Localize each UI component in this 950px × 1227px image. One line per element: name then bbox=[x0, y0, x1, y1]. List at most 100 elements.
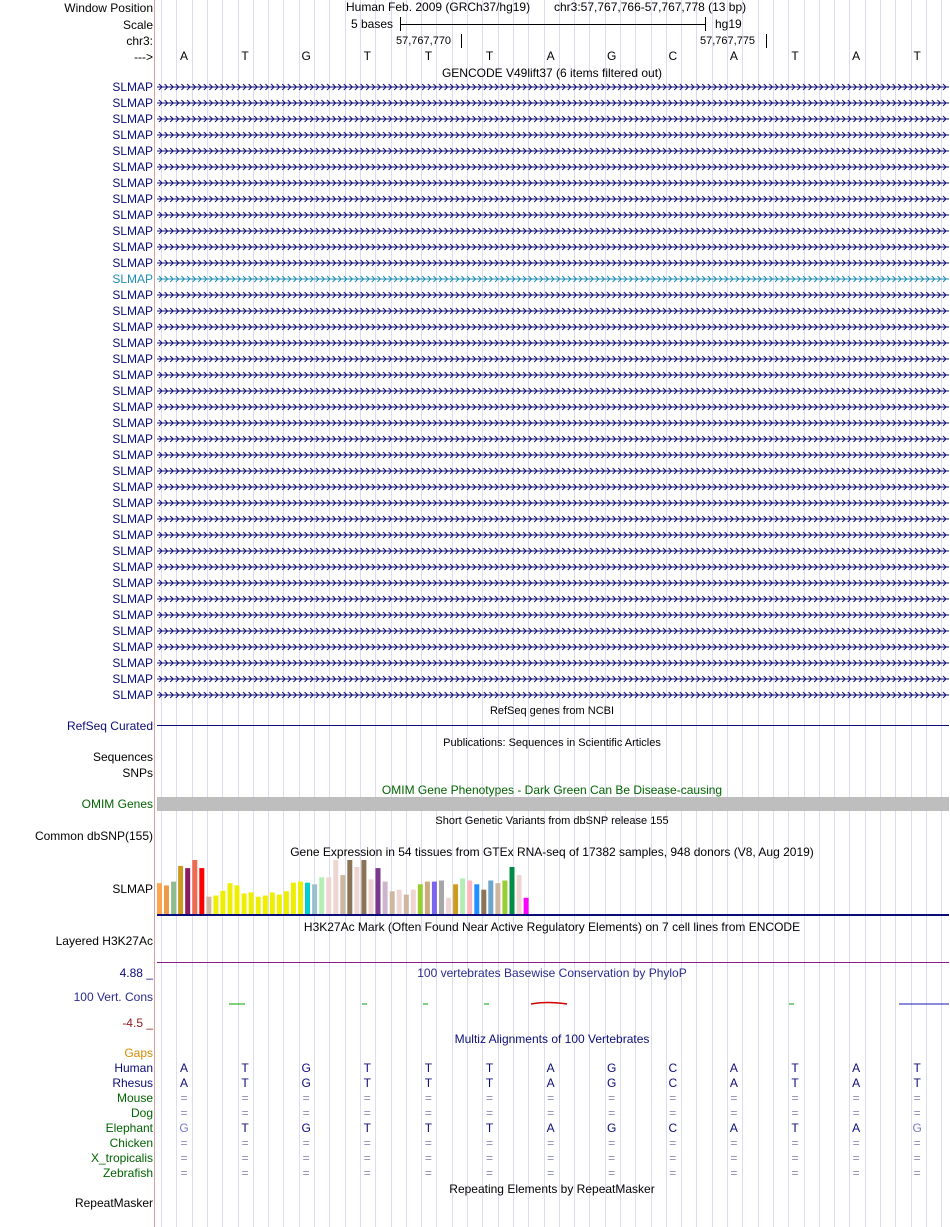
gencode-transcript[interactable] bbox=[157, 690, 949, 700]
gencode-transcript-label[interactable]: SLMAP bbox=[112, 640, 153, 654]
gencode-transcript-label[interactable]: SLMAP bbox=[112, 544, 153, 558]
gencode-transcript-label[interactable]: SLMAP bbox=[112, 608, 153, 622]
gtex-tissue-bar[interactable] bbox=[488, 880, 494, 915]
gencode-transcript-label[interactable]: SLMAP bbox=[112, 592, 153, 606]
gtex-tissue-bar[interactable] bbox=[439, 880, 444, 915]
gtex-tissue-bar[interactable] bbox=[276, 894, 282, 914]
gtex-tissue-bar[interactable] bbox=[213, 895, 219, 914]
gtex-tissue-bar[interactable] bbox=[424, 881, 430, 914]
gtex-tissue-bar[interactable] bbox=[326, 877, 332, 914]
gencode-transcript-label[interactable]: SLMAP bbox=[112, 400, 153, 414]
gencode-transcript[interactable] bbox=[157, 482, 949, 492]
publications-label-sequences[interactable]: Sequences bbox=[92, 750, 153, 764]
gencode-transcript[interactable] bbox=[157, 562, 949, 572]
gtex-tissue-bar[interactable] bbox=[523, 897, 529, 914]
repeatmasker-label[interactable]: RepeatMasker bbox=[74, 1196, 153, 1210]
gencode-transcript[interactable] bbox=[157, 370, 949, 380]
position-readout[interactable]: chr3:57,767,766-57,767,778 (13 bp) bbox=[554, 0, 747, 14]
gtex-tissue-bar[interactable] bbox=[389, 891, 395, 914]
gencode-transcript[interactable] bbox=[157, 402, 949, 412]
gencode-transcript[interactable] bbox=[157, 530, 949, 540]
species-label[interactable]: Dog bbox=[130, 1106, 153, 1120]
gtex-tissue-bar[interactable] bbox=[157, 883, 162, 914]
gencode-transcript[interactable] bbox=[157, 434, 949, 444]
gencode-transcript-label[interactable]: SLMAP bbox=[112, 304, 153, 318]
gencode-transcript-label[interactable]: SLMAP bbox=[112, 656, 153, 670]
gtex-tissue-bar[interactable] bbox=[375, 868, 381, 914]
gencode-transcript[interactable] bbox=[157, 466, 949, 476]
gencode-transcript-label[interactable]: SLMAP bbox=[112, 352, 153, 366]
gtex-tissue-bar[interactable] bbox=[178, 865, 184, 914]
gencode-transcript[interactable] bbox=[157, 418, 949, 428]
gtex-tissue-bar[interactable] bbox=[185, 868, 191, 914]
gencode-transcript[interactable] bbox=[157, 546, 949, 556]
gencode-transcript-label[interactable]: SLMAP bbox=[112, 560, 153, 574]
gencode-transcript[interactable] bbox=[157, 578, 949, 588]
species-label[interactable]: Chicken bbox=[109, 1136, 153, 1150]
gencode-transcript[interactable] bbox=[157, 82, 949, 92]
gencode-transcript[interactable] bbox=[157, 594, 949, 604]
gencode-transcript[interactable] bbox=[157, 610, 949, 620]
gtex-tissue-bar[interactable] bbox=[283, 891, 289, 914]
species-label[interactable]: X_tropicalis bbox=[90, 1151, 153, 1165]
gencode-transcript-label[interactable]: SLMAP bbox=[112, 144, 153, 158]
gencode-transcript[interactable] bbox=[157, 130, 949, 140]
gencode-transcript-label[interactable]: SLMAP bbox=[112, 272, 153, 286]
gencode-transcript[interactable] bbox=[157, 162, 949, 172]
gencode-transcript-label[interactable]: SLMAP bbox=[112, 192, 153, 206]
gtex-tissue-bar[interactable] bbox=[460, 878, 466, 914]
phylop-label[interactable]: 100 Vert. Cons bbox=[73, 990, 153, 1004]
gtex-tissue-bar[interactable] bbox=[333, 860, 339, 914]
gencode-transcript-label[interactable]: SLMAP bbox=[112, 208, 153, 222]
species-label[interactable]: Elephant bbox=[105, 1121, 153, 1135]
gencode-transcript-label[interactable]: SLMAP bbox=[112, 128, 153, 142]
gencode-transcript-label[interactable]: SLMAP bbox=[112, 432, 153, 446]
gencode-transcript[interactable] bbox=[157, 178, 949, 188]
phylop-signal[interactable] bbox=[157, 996, 949, 1008]
gencode-transcript-label[interactable]: SLMAP bbox=[112, 672, 153, 686]
dbsnp-label[interactable]: Common dbSNP(155) bbox=[34, 829, 153, 843]
gtex-tissue-bar[interactable] bbox=[171, 881, 177, 914]
gencode-transcript[interactable] bbox=[157, 338, 949, 348]
gtex-tissue-bar[interactable] bbox=[474, 884, 480, 914]
gencode-transcript-label[interactable]: SLMAP bbox=[112, 96, 153, 110]
gtex-tissue-bar[interactable] bbox=[227, 883, 233, 914]
gencode-transcript-label[interactable]: SLMAP bbox=[112, 496, 153, 510]
gtex-tissue-bar[interactable] bbox=[368, 879, 374, 914]
gaps-label[interactable]: Gaps bbox=[124, 1046, 153, 1060]
gtex-tissue-bar[interactable] bbox=[199, 868, 205, 914]
gencode-transcript-label[interactable]: SLMAP bbox=[112, 528, 153, 542]
gencode-transcript-label[interactable]: SLMAP bbox=[112, 160, 153, 174]
gtex-tissue-bar[interactable] bbox=[516, 875, 522, 914]
species-label[interactable]: Zebrafish bbox=[102, 1166, 153, 1180]
gencode-transcript[interactable] bbox=[157, 626, 949, 636]
gtex-tissue-bar[interactable] bbox=[164, 885, 169, 914]
h3k27ac-label[interactable]: Layered H3K27Ac bbox=[55, 934, 153, 948]
gencode-transcript-label[interactable]: SLMAP bbox=[112, 368, 153, 382]
gencode-transcript-label[interactable]: SLMAP bbox=[112, 448, 153, 462]
gtex-tissue-bar[interactable] bbox=[269, 892, 275, 914]
gtex-tissue-bar[interactable] bbox=[417, 884, 423, 914]
gencode-transcript-label[interactable]: SLMAP bbox=[112, 416, 153, 430]
gtex-tissue-bar[interactable] bbox=[403, 894, 409, 914]
gencode-transcript-label[interactable]: SLMAP bbox=[112, 288, 153, 302]
gtex-tissue-bar[interactable] bbox=[354, 867, 360, 914]
gencode-transcript-label[interactable]: SLMAP bbox=[112, 240, 153, 254]
gencode-transcript[interactable] bbox=[157, 146, 949, 156]
gtex-tissue-bar[interactable] bbox=[481, 889, 487, 914]
gencode-transcript[interactable] bbox=[157, 306, 949, 316]
gtex-tissue-bar[interactable] bbox=[305, 882, 310, 914]
gtex-tissue-bar[interactable] bbox=[319, 877, 325, 914]
gtex-tissue-bar[interactable] bbox=[290, 882, 296, 914]
publications-label-snps[interactable]: SNPs bbox=[122, 766, 153, 780]
gencode-transcript-label[interactable]: SLMAP bbox=[112, 384, 153, 398]
species-label[interactable]: Mouse bbox=[116, 1091, 153, 1105]
gtex-tissue-bar[interactable] bbox=[453, 884, 459, 914]
gencode-transcript[interactable] bbox=[157, 450, 949, 460]
gtex-tissue-bar[interactable] bbox=[396, 889, 402, 914]
gtex-tissue-bar[interactable] bbox=[241, 893, 247, 915]
refseq-label[interactable]: RefSeq Curated bbox=[66, 719, 153, 733]
omim-label[interactable]: OMIM Genes bbox=[81, 797, 153, 811]
gencode-transcript-label[interactable]: SLMAP bbox=[112, 512, 153, 526]
gencode-transcript-label[interactable]: SLMAP bbox=[112, 320, 153, 334]
